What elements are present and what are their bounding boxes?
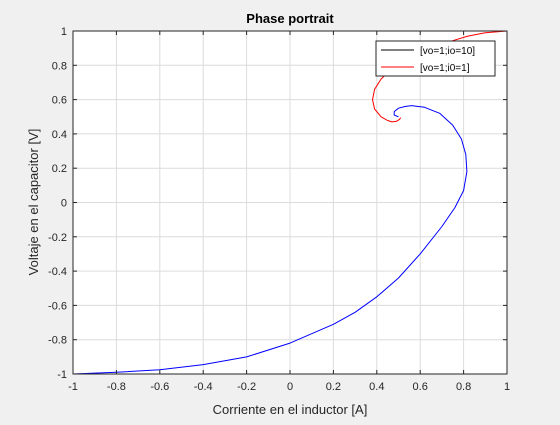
y-tick-label: 1 [61, 26, 67, 38]
x-tick-label: -0.8 [107, 381, 126, 393]
x-axis-label: Corriente en el inductor [A] [213, 402, 368, 417]
y-tick-label: 0 [61, 198, 67, 210]
legend[interactable]: [vo=1;io=10] [vo=1;i0=1] [375, 40, 496, 77]
x-tick-label: 0 [287, 381, 293, 393]
x-tick-label: -0.6 [150, 381, 169, 393]
series-layer [72, 30, 508, 375]
series-line-0 [72, 105, 468, 375]
chart-title: Phase portrait [246, 11, 334, 26]
y-tick-label: -1 [57, 369, 67, 381]
series-line-1 [372, 30, 508, 123]
x-tick-label: 0.4 [369, 381, 384, 393]
y-tick-label: 0.2 [52, 163, 67, 175]
y-tick-label: -0.4 [48, 266, 67, 278]
y-tick-label: 0.4 [52, 129, 67, 141]
y-tick-label: 0.8 [52, 60, 67, 72]
y-axis-label: Voltaje en el capacitor [V] [26, 129, 41, 276]
y-tick-label: -0.2 [48, 232, 67, 244]
x-tick-label: -1 [68, 381, 78, 393]
x-tick-label: 0.8 [456, 381, 471, 393]
x-tick-label: 0.6 [413, 381, 428, 393]
x-tick-label: 1 [504, 381, 510, 393]
x-tick-label: 0.2 [326, 381, 341, 393]
y-tick-label: 0.6 [52, 95, 67, 107]
legend-box [375, 40, 496, 77]
tick-labels: -1 -0.8 -0.6 -0.4 -0.2 0 0.2 0.4 0.6 0.8 1 -1 -0.8 -0… [48, 26, 510, 393]
x-tick-label: -0.4 [194, 381, 213, 393]
y-tick-label: -0.8 [48, 335, 67, 347]
legend-label-0: [vo=1;io=10] [420, 46, 475, 57]
x-tick-label: -0.2 [237, 381, 256, 393]
legend-label-1: [vo=1;i0=1] [420, 63, 470, 74]
ticks [72, 30, 508, 375]
y-tick-label: -0.6 [48, 300, 67, 312]
